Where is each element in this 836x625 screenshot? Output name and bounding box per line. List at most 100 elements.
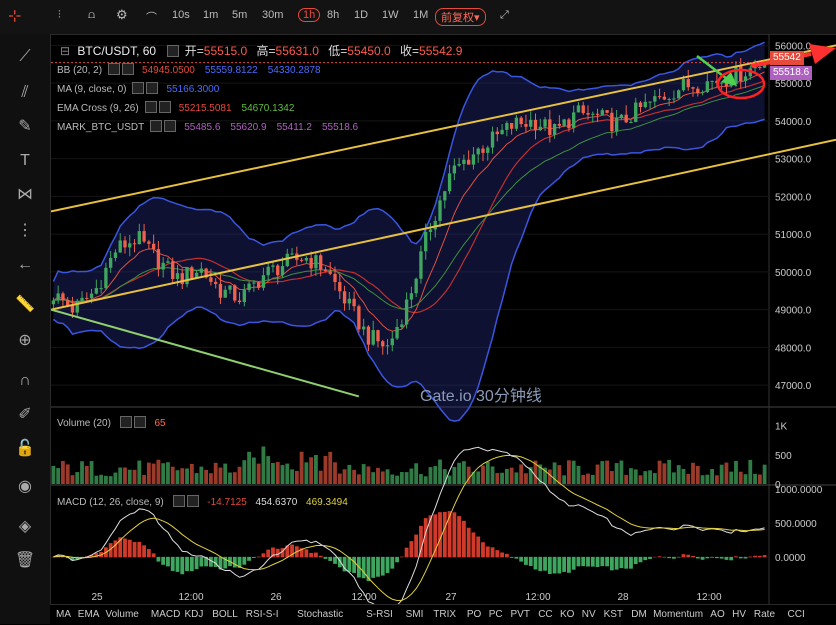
legend-settings-icon[interactable] bbox=[132, 82, 145, 94]
interval-1W[interactable]: 1W bbox=[382, 9, 399, 21]
volume-close-icon[interactable] bbox=[133, 416, 146, 428]
fib-tool-icon[interactable]: ⫽ bbox=[21, 84, 29, 101]
volume-bar bbox=[691, 462, 695, 484]
candle-body bbox=[299, 259, 304, 261]
volume-bar bbox=[438, 459, 442, 484]
ruler-tool-icon[interactable]: 📏 bbox=[15, 296, 35, 313]
macd-close-icon[interactable] bbox=[186, 495, 199, 507]
indicator-smi[interactable]: SMI bbox=[405, 609, 424, 620]
macd-histogram-bar bbox=[218, 556, 223, 570]
legend-close-icon[interactable] bbox=[164, 120, 177, 132]
indicator-volume[interactable]: Volume bbox=[105, 609, 139, 620]
legend-close-icon[interactable] bbox=[122, 63, 135, 75]
bar-style-icon[interactable]: ⫶ bbox=[58, 9, 61, 21]
indicator-kdj[interactable]: KDJ bbox=[184, 609, 204, 620]
text-tool-icon[interactable]: T bbox=[20, 152, 30, 169]
indicator-ma[interactable]: MA bbox=[56, 609, 71, 620]
indicator-nv[interactable]: NV bbox=[581, 609, 596, 620]
brush-tool-icon[interactable]: ✎ bbox=[18, 118, 32, 135]
volume-bar bbox=[581, 474, 586, 484]
candle-body bbox=[724, 82, 729, 87]
indicator-s-rsi[interactable]: S-RSI bbox=[366, 609, 393, 620]
interval-8h[interactable]: 8h bbox=[327, 9, 340, 21]
legend-close-icon[interactable] bbox=[146, 82, 159, 94]
legend-settings-icon[interactable] bbox=[150, 120, 163, 132]
gann-tool-icon[interactable]: ⋮ bbox=[17, 222, 33, 239]
magnet-icon[interactable]: ∩ bbox=[19, 372, 31, 389]
volume-settings-icon[interactable] bbox=[119, 416, 132, 428]
candle-body bbox=[462, 159, 466, 164]
macd-settings-icon[interactable] bbox=[172, 495, 185, 507]
interval-1M[interactable]: 1M bbox=[413, 9, 429, 21]
legend-settings-icon[interactable] bbox=[144, 101, 157, 113]
interval-5m[interactable]: 5m bbox=[232, 9, 248, 21]
macd-histogram-bar bbox=[743, 556, 748, 559]
macd-histogram-bar bbox=[676, 556, 681, 558]
volume-bar bbox=[590, 474, 595, 484]
macd-histogram-bar bbox=[208, 556, 213, 567]
indicator-stochastic[interactable]: Stochastic bbox=[297, 609, 344, 620]
interval-10s[interactable]: 10s bbox=[172, 9, 190, 21]
indicator-ko[interactable]: KO bbox=[560, 609, 575, 620]
legend-close-icon[interactable] bbox=[158, 101, 171, 113]
trash-icon[interactable]: 🗑 bbox=[14, 552, 36, 569]
macd-histogram-bar bbox=[672, 556, 676, 559]
interval-1h[interactable]: 1h bbox=[298, 8, 321, 22]
macd-histogram-bar bbox=[547, 556, 552, 574]
interval-1D[interactable]: 1D bbox=[354, 9, 369, 21]
indicator-pc[interactable]: PC bbox=[488, 609, 503, 620]
watermark: Gate.io 30分钟线 bbox=[420, 388, 542, 405]
indicator-momentum[interactable]: Momentum bbox=[653, 609, 704, 620]
candle-body bbox=[171, 261, 175, 279]
collapse-icon[interactable]: ⊟ bbox=[60, 44, 71, 58]
indicator-boll[interactable]: BOLL bbox=[212, 609, 238, 620]
chart-canvas[interactable]: 47000.0 48000.0 49000.0 50000.0 51000.0 52000… bbox=[51, 34, 836, 604]
indicator-trix[interactable]: TRIX bbox=[433, 609, 457, 620]
candle-body bbox=[595, 113, 600, 115]
interval-1m[interactable]: 1m bbox=[203, 9, 219, 21]
macd-histogram-bar bbox=[142, 545, 146, 558]
volume-bar bbox=[180, 468, 185, 484]
indicator-hv[interactable]: HV bbox=[732, 609, 746, 620]
candle-body bbox=[242, 290, 246, 303]
candle-body bbox=[404, 299, 409, 325]
adjust-dropdown[interactable]: 前复权▾ bbox=[435, 8, 486, 26]
macd-histogram-bar bbox=[132, 542, 137, 558]
fullscreen-icon[interactable]: ⤢ bbox=[500, 9, 509, 21]
indicator-macd[interactable]: MACD bbox=[150, 609, 181, 620]
indicator-kst[interactable]: KST bbox=[603, 609, 624, 620]
volume-bar bbox=[123, 467, 127, 484]
crosshair-icon[interactable]: ⊹ bbox=[8, 8, 22, 25]
indicator-rate[interactable]: Rate bbox=[753, 609, 776, 620]
indicator-po[interactable]: PO bbox=[466, 609, 482, 620]
lock-draw-icon[interactable]: ✐ bbox=[18, 406, 32, 423]
indicator-cc[interactable]: CC bbox=[538, 609, 553, 620]
indicator-ema[interactable]: EMA bbox=[77, 609, 100, 620]
line-tool-icon[interactable]: ⟋ bbox=[19, 48, 31, 65]
gear-icon[interactable]: ⚙ bbox=[116, 7, 128, 22]
indicator-pvt[interactable]: PVT bbox=[510, 609, 530, 620]
legend-settings-icon[interactable] bbox=[108, 63, 121, 75]
indicator-ao[interactable]: AO bbox=[710, 609, 725, 620]
candle-body bbox=[237, 300, 242, 303]
time-tick-label: 12:00 bbox=[351, 592, 376, 603]
eye-icon[interactable]: ◉ bbox=[18, 478, 32, 495]
volume-bar bbox=[275, 462, 280, 484]
indicator-cci[interactable]: CCI bbox=[787, 609, 805, 620]
indicators-icon[interactable]: ⩍ bbox=[88, 9, 96, 21]
zoom-icon[interactable]: ⊕ bbox=[18, 332, 32, 349]
macd-histogram-bar bbox=[170, 556, 175, 571]
back-arrow-icon[interactable]: ← bbox=[17, 256, 33, 273]
pattern-tool-icon[interactable]: ⋈ bbox=[17, 186, 33, 203]
macd-histogram-bar bbox=[242, 556, 247, 565]
settings-box-icon[interactable] bbox=[167, 45, 180, 57]
time-tick-label: 12:00 bbox=[525, 592, 550, 603]
interval-30m[interactable]: 30m bbox=[262, 9, 284, 21]
compare-icon[interactable]: ⌒ bbox=[146, 12, 157, 24]
indicator-bar: MA EMA Volume MACD KDJ BOLL RSI-S-I Stochastic S… bbox=[50, 604, 836, 625]
layers-icon[interactable]: ◈ bbox=[18, 518, 32, 535]
indicator-dm[interactable]: DM bbox=[631, 609, 647, 620]
indicator-rsi-s-i[interactable]: RSI-S-I bbox=[245, 609, 279, 620]
volume-bar bbox=[237, 466, 242, 484]
lock-icon[interactable]: 🔓 bbox=[15, 440, 35, 457]
